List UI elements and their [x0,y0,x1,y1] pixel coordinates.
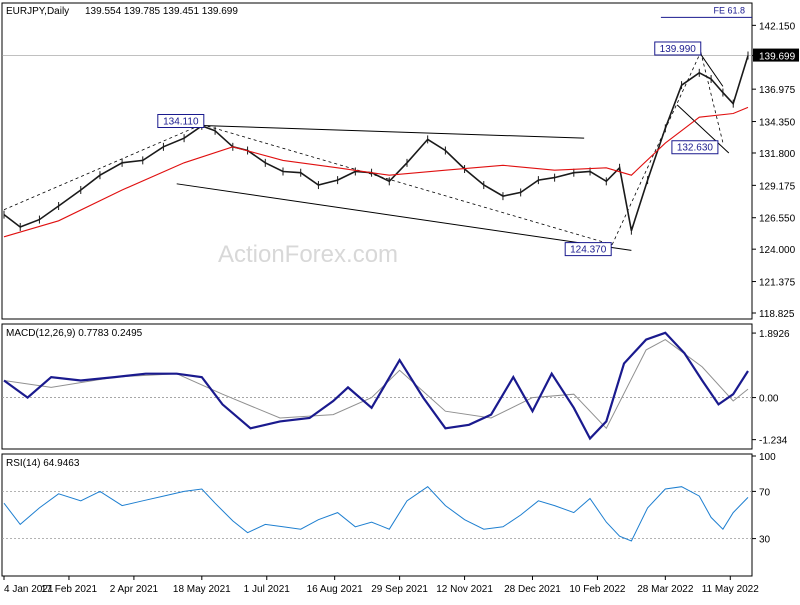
rsi-title: RSI(14) 64.9463 [6,458,80,469]
lower-trendline [176,183,632,251]
rsi-line [3,486,749,542]
x-tick-label: 2 Apr 2021 [110,584,159,595]
price-title: EURJPY,Daily [6,6,69,17]
price-line [3,55,749,231]
label-132-630-box [671,140,719,155]
channel-lower-line [676,104,730,154]
x-tick-label: 12 Nov 2021 [436,584,493,595]
x-tick-label: 11 May 2022 [702,584,760,595]
x-tick-label: 10 Feb 2022 [569,584,626,595]
label-124-370-box [564,242,612,257]
macd-title: MACD(12,26,9) 0.7783 0.2495 [6,328,143,339]
fe-label: FE 61.8 [713,5,745,15]
price-tick-label: 124.000 [759,245,796,256]
x-tick-label: 18 May 2021 [173,584,231,595]
label-134-110: 134.110 [163,116,199,127]
upper-trendline [201,124,585,139]
macd-tick-label: -1.234 [759,436,788,447]
label-124-370: 124.370 [570,245,607,256]
label-134-110-box [157,113,205,128]
axis-layer: 142.150 139.699 136.975 134.350 131.800 129.1… [3,21,799,595]
dashed-decline-line [201,124,613,245]
x-tick-label: 28 Dec 2021 [504,584,561,595]
rsi-tick-label: 70 [759,487,771,498]
dashed-rally-line [611,51,702,245]
x-tick-label: 4 Jan 2021 [4,584,54,595]
price-tick-label: 136.975 [759,85,796,96]
price-tick-label: 118.825 [759,309,795,320]
price-tick-label: 131.800 [759,149,796,160]
price-tick-label: 121.375 [759,278,796,289]
x-tick-label: 1 Jul 2021 [244,584,291,595]
price-layer: 134.110 139.990 132.630 124.370 FE 61.8 [2,5,752,257]
x-tick-label: 28 Mar 2022 [637,584,694,595]
rsi-panel [1,453,753,577]
macd-layer [2,331,752,441]
channel-upper-line [700,54,724,87]
label-139-990-box [654,41,702,56]
current-price-box [753,48,799,62]
macd-line [3,331,749,441]
x-tick-label: 29 Sep 2021 [371,584,428,595]
rsi-tick-label: 30 [759,535,771,546]
moving-average-line [3,106,749,238]
rsi-tick-label: 100 [759,452,776,463]
price-tick-label: 134.350 [759,118,796,129]
current-price-label: 139.699 [759,52,796,63]
rsi-layer [2,486,752,542]
price-panel [1,2,753,320]
price-tick-label: 129.175 [759,181,796,192]
price-tick-label: 126.550 [759,214,796,225]
x-tick-label: 16 Aug 2021 [307,584,364,595]
price-ohlc: 139.554 139.785 139.451 139.699 [85,6,238,17]
label-139-990: 139.990 [660,44,697,55]
macd-tick-label: 0.00 [759,394,779,405]
macd-tick-label: 1.8926 [759,329,790,340]
label-132-630: 132.630 [677,143,714,154]
x-tick-label: 17 Feb 2021 [41,584,98,595]
watermark: ActionForex.com [218,241,398,268]
macd-panel [1,323,753,450]
price-tick-label: 142.150 [759,21,796,32]
